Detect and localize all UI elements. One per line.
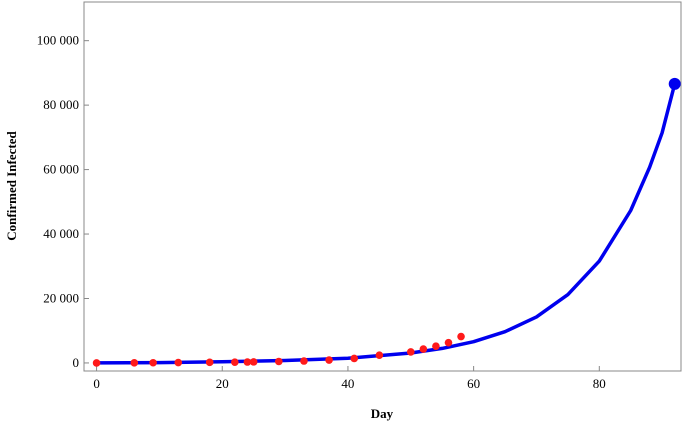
projected-endpoint <box>668 77 681 90</box>
observed-point <box>457 332 465 341</box>
plot-frame <box>83 1 682 372</box>
observed-point <box>231 358 239 366</box>
observed-point <box>149 358 157 367</box>
y-tick-label: 80 000 <box>43 97 79 112</box>
observed-point <box>419 345 428 353</box>
observed-point <box>243 358 252 366</box>
y-tick-label: 0 <box>73 355 80 370</box>
x-tick-label: 80 <box>593 376 606 391</box>
observed-point <box>174 358 183 367</box>
observed-point <box>432 342 440 350</box>
x-tick-label: 60 <box>467 376 480 391</box>
fitted-curve <box>94 82 677 365</box>
x-tick-label: 20 <box>216 376 229 391</box>
y-axis: 0 20 000 40 000 60 000 80 000 100 000 <box>37 33 89 370</box>
y-tick-label: 20 000 <box>43 290 79 305</box>
y-axis-title: Confirmed Infected <box>4 131 19 241</box>
observed-point <box>92 359 101 367</box>
observed-point <box>300 357 308 365</box>
observed-point <box>406 348 415 356</box>
observed-points <box>92 332 465 367</box>
y-tick-label: 40 000 <box>43 226 79 241</box>
projected-endpoint-marker <box>668 77 681 90</box>
observed-point <box>249 358 258 366</box>
x-axis-title: Day <box>371 406 394 421</box>
x-tick-label: 0 <box>93 376 100 391</box>
observed-point <box>350 354 359 363</box>
y-tick-label: 100 000 <box>37 33 79 48</box>
x-axis: 0 20 40 60 80 <box>93 366 606 391</box>
y-tick-label: 60 000 <box>43 162 79 177</box>
observed-point <box>325 356 333 364</box>
observed-point <box>130 359 139 367</box>
observed-point <box>205 358 214 367</box>
x-tick-label: 40 <box>341 376 354 391</box>
observed-point <box>444 338 453 347</box>
observed-point <box>375 351 384 360</box>
observed-point <box>275 357 283 366</box>
